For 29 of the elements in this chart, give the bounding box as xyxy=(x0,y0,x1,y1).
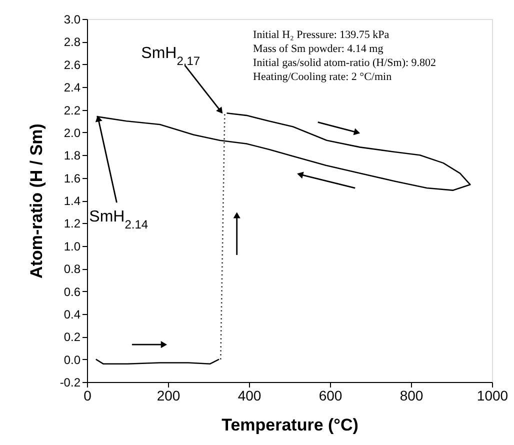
annotation: Initial gas/solid atom-ratio (H/Sm): 9.802 xyxy=(253,57,436,69)
y-tick-label: 1.8 xyxy=(64,148,81,163)
x-tick-label: 200 xyxy=(156,388,180,404)
y-tick-label: 3.0 xyxy=(64,12,81,26)
y-tick-label: 2.6 xyxy=(64,58,81,72)
y-tick-label: 0.6 xyxy=(64,284,81,299)
y-tick-label: 2.8 xyxy=(64,35,81,50)
y-tick-label: 1.4 xyxy=(64,194,81,208)
x-tick-label: 800 xyxy=(400,388,424,404)
y-tick-label: 1.2 xyxy=(64,216,81,231)
x-axis-title: Temperature (°C) xyxy=(222,416,358,434)
annotation: Heating/Cooling rate: 2 °C/min xyxy=(253,71,392,83)
y-tick-label: 2.0 xyxy=(64,126,81,140)
y-tick-label: 0.2 xyxy=(64,330,81,344)
y-tick-label: 2.2 xyxy=(64,103,81,118)
y-axis-title: Atom-ratio (H / Sm) xyxy=(26,124,46,278)
y-tick-label: -0.2 xyxy=(60,376,81,390)
y-tick-label: 0.4 xyxy=(64,307,81,322)
annotation: Initial H₂ Pressure: 139.75 kPa xyxy=(253,29,390,41)
x-tick-label: 0 xyxy=(84,388,92,404)
x-tick-label: 400 xyxy=(238,388,262,404)
y-tick-label: 0.0 xyxy=(64,352,81,367)
y-tick-label: 1.6 xyxy=(64,171,81,186)
annotation: Mass of Sm powder: 4.14 mg xyxy=(253,43,384,55)
x-tick-label: 1000 xyxy=(476,388,508,404)
y-tick-label: 0.8 xyxy=(64,262,81,276)
y-tick-label: 1.0 xyxy=(64,239,81,254)
y-tick-label: 2.4 xyxy=(64,80,81,95)
x-tick-label: 600 xyxy=(318,388,342,404)
